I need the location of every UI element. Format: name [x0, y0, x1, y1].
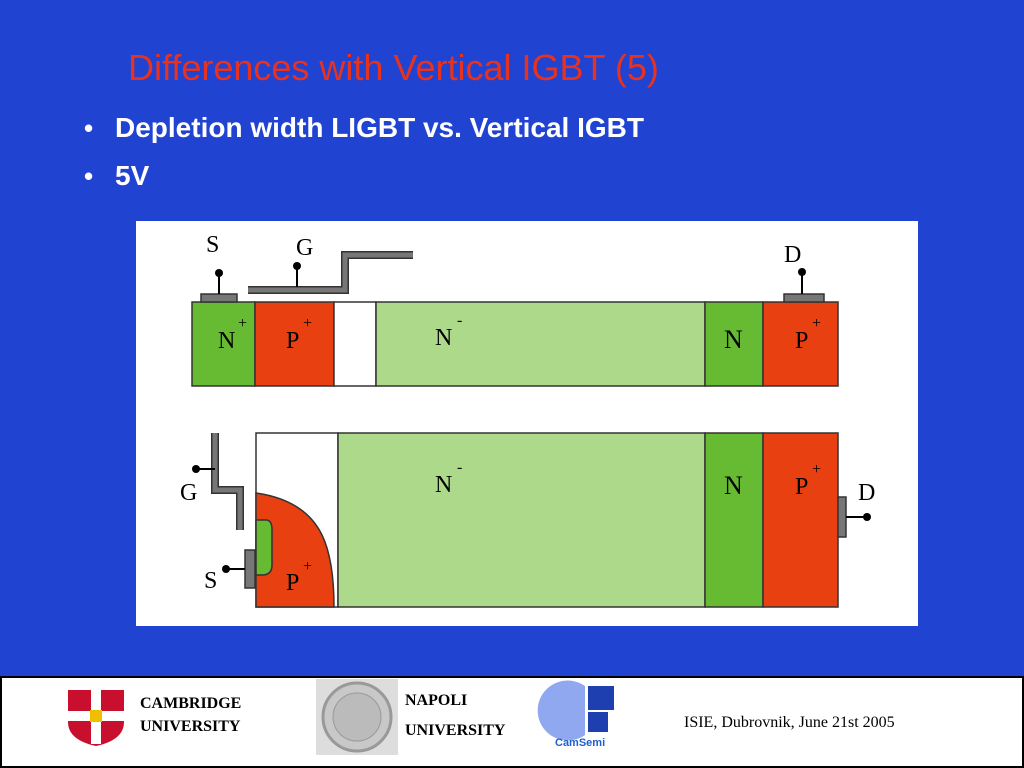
terminal-label: D: [784, 242, 801, 268]
terminal-label: G: [296, 235, 313, 261]
footer-text: ISIE, Dubrovnik, June 21st 2005: [684, 714, 895, 731]
region-sup: +: [812, 315, 821, 332]
bullet-dot: •: [84, 113, 93, 143]
region-sup: +: [303, 558, 312, 575]
region-label: N: [435, 472, 452, 498]
bullet: Depletion width LIGBT vs. Vertical IGBT: [115, 112, 644, 143]
region-label: N: [435, 325, 452, 351]
region-label: N: [218, 328, 235, 354]
cambridge-crest: [68, 690, 124, 746]
footer: CAMBRIDGE UNIVERSITY NAPOLI UNIVERSITY C…: [0, 676, 1024, 768]
diagram: S G D N + P + N - N P + G S D N - N P + …: [136, 221, 918, 626]
region-label: N: [724, 471, 743, 500]
region-label: P: [286, 570, 299, 596]
footer-text: CamSemi: [555, 737, 605, 749]
slide-title: Differences with Vertical IGBT (5): [128, 47, 659, 88]
terminal-label: S: [204, 568, 217, 594]
region-sup: +: [303, 315, 312, 332]
bullet-dot: •: [84, 161, 93, 191]
footer-text: UNIVERSITY: [140, 718, 241, 735]
terminal-label: S: [206, 232, 219, 258]
terminal-label: G: [180, 480, 197, 506]
region-sup: -: [457, 312, 462, 329]
region-sup: +: [238, 315, 247, 332]
terminal-label: D: [858, 480, 875, 506]
region-label: P: [286, 328, 299, 354]
region-sup: -: [457, 459, 462, 476]
region-label: P: [795, 474, 808, 500]
footer-text: CAMBRIDGE: [140, 695, 241, 712]
napoli-seal: [316, 679, 398, 755]
footer-text: NAPOLI: [405, 692, 467, 709]
bullet: 5V: [115, 160, 150, 191]
region-sup: +: [812, 461, 821, 478]
region-label: N: [724, 325, 743, 354]
footer-text: UNIVERSITY: [405, 722, 506, 739]
region-label: P: [795, 328, 808, 354]
camsemi-logo: [537, 680, 614, 741]
